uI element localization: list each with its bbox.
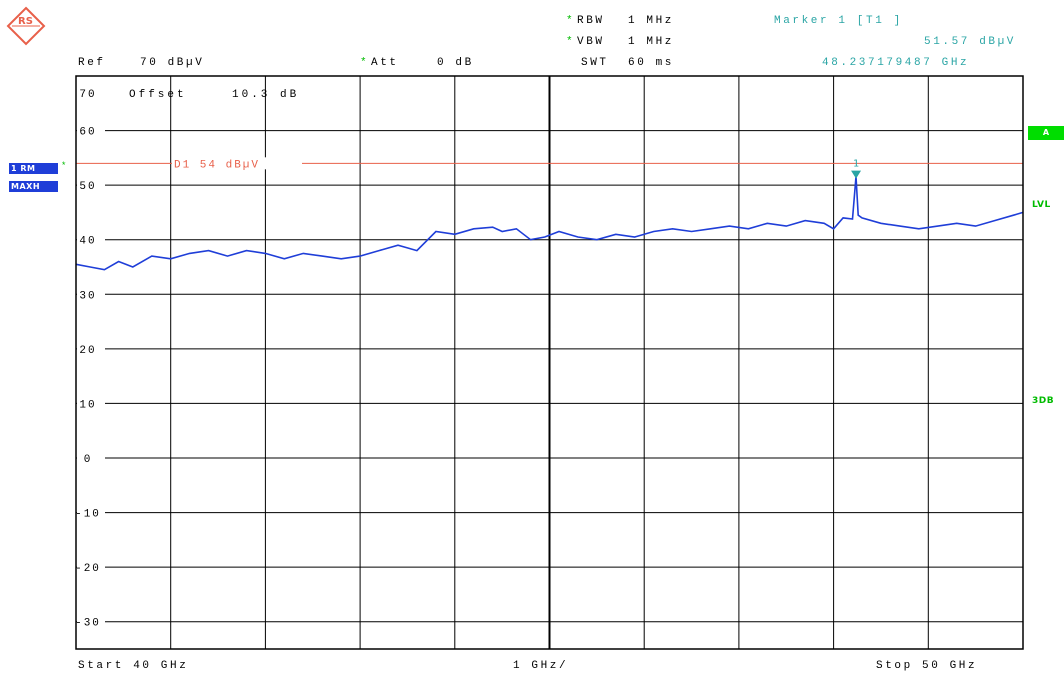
- marker-number: 1: [853, 159, 859, 170]
- y-tick-label-bg: [77, 342, 105, 356]
- y-tick-label-bg: [77, 124, 105, 138]
- stop-frequency: Stop 50 GHz: [876, 660, 978, 672]
- vbw-star-icon: *: [566, 36, 576, 48]
- grid: [76, 76, 1023, 649]
- offset-value: 10.3 dB: [232, 89, 299, 101]
- y-tick-label-bg: [77, 452, 105, 465]
- rbw-star-icon: *: [566, 15, 576, 27]
- y-tick-label: -20: [75, 563, 101, 575]
- rbw-value: 1 MHz: [628, 15, 675, 27]
- trace-maxh-badge: MAXH: [9, 181, 58, 192]
- side-3db-label: 3DB: [1032, 396, 1055, 406]
- marker-1: 1: [851, 159, 862, 179]
- logo-r: RS: [18, 16, 33, 27]
- y-tick-label-bg: [77, 397, 105, 411]
- att-label: Att: [371, 57, 399, 69]
- marker-title: Marker 1 [T1 ]: [774, 15, 903, 27]
- side-a-badge: A: [1028, 126, 1064, 140]
- y-tick-label: 50: [79, 181, 96, 193]
- y-tick-label-bg: [77, 233, 105, 247]
- y-tick-label: 10: [79, 399, 96, 411]
- trace-star-icon: *: [61, 161, 70, 171]
- y-tick-label-bg: [77, 506, 105, 520]
- ref-value: 70 dBµV: [140, 57, 205, 69]
- trace-rm-badge: 1 RM: [9, 163, 58, 174]
- ref-label: Ref: [78, 57, 106, 69]
- vbw-label: VBW: [577, 36, 605, 48]
- display-line-label: D1 54 dBµV: [174, 159, 260, 171]
- trace-line: [75, 176, 1024, 271]
- y-tick-label: -10: [75, 509, 101, 521]
- marker-frequency: 48.237179487 GHz: [822, 57, 970, 69]
- display-line-label-bg: [172, 157, 302, 170]
- side-lvl-label: LVL: [1032, 200, 1051, 210]
- span-per-division: 1 GHz/: [513, 660, 569, 672]
- vbw-value: 1 MHz: [628, 36, 675, 48]
- att-star-icon: *: [360, 57, 370, 69]
- y-tick-label-bg: [77, 615, 105, 629]
- y-tick-label: -30: [75, 618, 101, 630]
- y-tick-label: 30: [79, 290, 96, 302]
- y-axis-labels: 70 60 50 40 30 20 10 0 -10 -20 -30: [75, 89, 105, 630]
- marker-level: 51.57 dBµV: [924, 36, 1017, 48]
- start-frequency: Start 40 GHz: [78, 660, 189, 672]
- plot-frame: [75, 75, 1024, 650]
- rs-logo: RS: [6, 6, 46, 46]
- y-tick-label: 60: [79, 127, 96, 139]
- swt-label: SWT: [581, 57, 609, 69]
- y-tick-label: 70: [79, 89, 96, 101]
- swt-value: 60 ms: [628, 57, 675, 69]
- rbw-label: RBW: [577, 15, 605, 27]
- y-tick-label: 40: [79, 236, 96, 248]
- y-tick-label: 0: [84, 454, 93, 466]
- y-tick-label: 20: [79, 345, 96, 357]
- y-tick-label-bg: [77, 179, 105, 193]
- marker-triangle-icon: [851, 170, 862, 179]
- att-value: 0 dB: [437, 57, 474, 69]
- y-tick-label-bg: [77, 288, 105, 302]
- y-tick-label-bg: [77, 561, 105, 575]
- offset-label: Offset: [129, 89, 187, 101]
